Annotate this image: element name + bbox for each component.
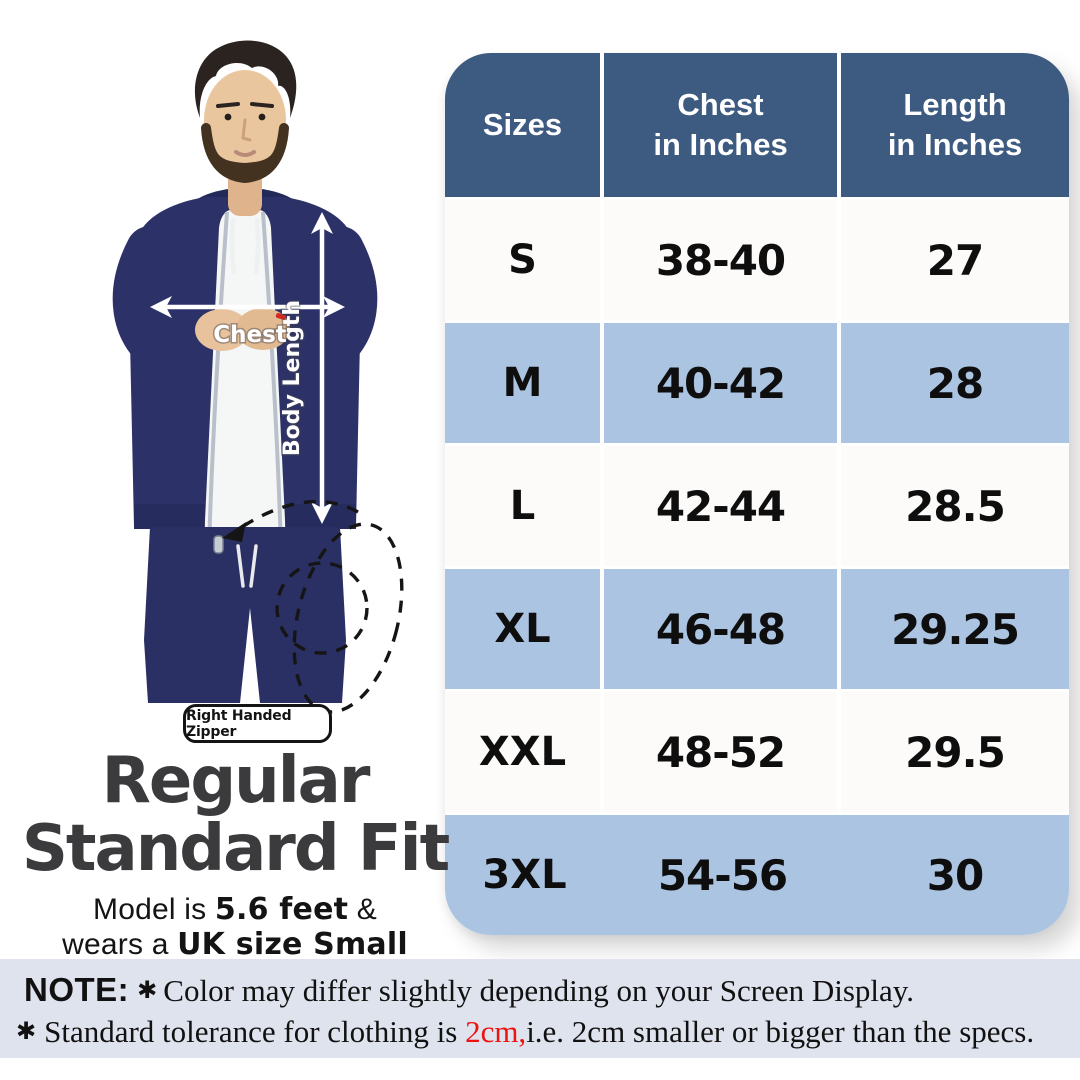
- model-right-sleeve: [260, 226, 378, 381]
- note-line2-suffix: i.e. 2cm smaller or bigger than the spec…: [526, 1013, 1035, 1049]
- zipper-callout-label: Right Handed Zipper: [183, 704, 332, 743]
- model-size-line: wears a UK size Small: [0, 927, 470, 962]
- cell-chest: 40-42: [604, 323, 837, 443]
- model-nose: [241, 118, 252, 142]
- fit-title-line1: Regular: [101, 744, 371, 818]
- fit-heading-block: Regular Standard Fit Model is 5.6 feet &…: [0, 744, 470, 962]
- zipper-callout-text: Right Handed Zipper: [186, 707, 292, 740]
- cell-chest: 42-44: [604, 446, 837, 566]
- model-left-hand: [195, 309, 249, 351]
- model-pants: [144, 527, 346, 703]
- model-hair: [194, 40, 297, 118]
- hood-drawcord-left: [229, 217, 237, 275]
- note-label: NOTE:: [24, 971, 130, 1008]
- model-size-value: UK size Small: [177, 927, 408, 963]
- model-height-prefix: Model is: [93, 892, 215, 926]
- body-length-arrow: [311, 212, 333, 524]
- model-beard: [201, 123, 289, 183]
- size-chart-table: Sizes Chest in Inches Length in Inches S…: [445, 53, 1069, 935]
- model-size-prefix: wears a: [62, 928, 178, 962]
- model-left-sleeve: [112, 226, 230, 381]
- note-line-2: ✱ Standard tolerance for clothing is 2cm,…: [0, 1012, 1080, 1053]
- cell-size: M: [445, 323, 600, 443]
- model-tshirt: [204, 210, 286, 560]
- table-row-3xl: 3XL 54-56 30: [445, 815, 1069, 935]
- cell-size: XXL: [445, 692, 600, 812]
- cell-size: S: [445, 200, 600, 320]
- note-tolerance-value: 2cm,: [465, 1013, 527, 1049]
- model-height-line: Model is 5.6 feet &: [0, 892, 470, 927]
- zipper-tape-right: [261, 211, 283, 549]
- zipper-tape-left: [207, 211, 229, 549]
- asterisk-icon: ✱: [16, 1016, 37, 1045]
- cell-length: 29.25: [841, 569, 1069, 689]
- hood-drawcord-right: [253, 217, 261, 275]
- cell-length: 29.5: [841, 692, 1069, 812]
- cell-size: L: [445, 446, 600, 566]
- header-sizes: Sizes: [445, 53, 600, 197]
- note-band: NOTE: ✱ Color may differ slightly dependin…: [0, 959, 1080, 1058]
- cell-length: 30: [926, 850, 984, 900]
- cell-chest: 46-48: [604, 569, 837, 689]
- header-chest: Chest in Inches: [604, 53, 837, 197]
- pants-drawstring: [236, 544, 258, 588]
- zipper-pull: [213, 535, 224, 554]
- cell-chest: 38-40: [604, 200, 837, 320]
- header-length: Length in Inches: [841, 53, 1069, 197]
- zipper-dashed-arrow-line: [235, 499, 359, 533]
- model-height-value: 5.6 feet: [214, 891, 349, 927]
- cell-chest: 48-52: [604, 692, 837, 812]
- body-length-label: Body Length: [280, 300, 305, 456]
- note-line1-text: Color may differ slightly depending on y…: [163, 973, 915, 1008]
- cell-size: XL: [445, 569, 600, 689]
- asterisk-icon: ✱: [137, 976, 158, 1004]
- model-height-suffix: &: [348, 892, 377, 926]
- model-right-hand: [236, 308, 290, 350]
- model-eye-left: [224, 113, 232, 121]
- model-photo: Chest Body Length: [112, 40, 404, 714]
- model-eye-right: [258, 113, 266, 121]
- chest-arrow: [150, 296, 345, 318]
- cell-length: 28: [841, 323, 1069, 443]
- model-eyebrows: [216, 102, 274, 108]
- zipper-dashed-circle: [275, 561, 369, 655]
- note-line2-prefix: Standard tolerance for clothing is: [44, 1013, 466, 1049]
- cell-chest: 54-56: [657, 850, 788, 900]
- cell-size: 3XL: [482, 852, 567, 898]
- red-ring: [275, 313, 286, 320]
- cell-length: 27: [841, 200, 1069, 320]
- zipper-dashed-arrowhead: [222, 522, 246, 542]
- cell-length: 28.5: [841, 446, 1069, 566]
- note-line-1: NOTE: ✱ Color may differ slightly dependin…: [0, 968, 1080, 1012]
- chest-label: Chest: [213, 322, 287, 348]
- model-lips: [234, 150, 256, 157]
- fit-title-line2: Standard Fit: [21, 811, 450, 886]
